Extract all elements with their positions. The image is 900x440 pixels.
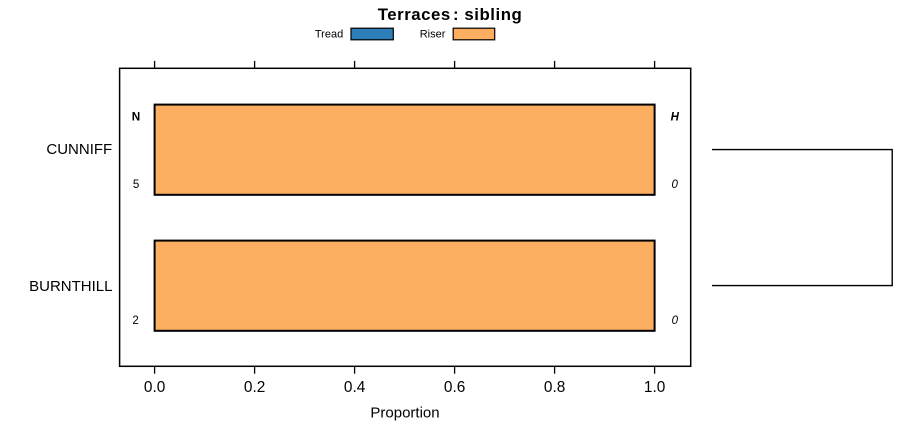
svg-text:0.2: 0.2 (244, 379, 265, 396)
svg-text:5: 5 (133, 179, 139, 191)
svg-text:CUNNIFF: CUNNIFF (46, 141, 112, 158)
svg-text:N: N (132, 111, 140, 124)
svg-text:Tread: Tread (315, 29, 343, 41)
svg-text:Proportion: Proportion (370, 404, 439, 421)
svg-text:0: 0 (672, 315, 679, 327)
svg-text:H: H (671, 112, 680, 124)
svg-text:0.0: 0.0 (144, 379, 165, 396)
svg-text:Riser: Riser (420, 29, 446, 41)
svg-text:1.0: 1.0 (644, 379, 665, 396)
svg-text:2: 2 (132, 315, 138, 327)
svg-text:0.8: 0.8 (544, 379, 565, 396)
svg-text:0.4: 0.4 (344, 379, 366, 396)
svg-text:Terraces: sibling: Terraces: sibling (378, 5, 523, 24)
svg-text:0.6: 0.6 (444, 379, 465, 396)
svg-text:0: 0 (671, 179, 678, 191)
svg-text:BURNTHILL: BURNTHILL (29, 278, 112, 295)
